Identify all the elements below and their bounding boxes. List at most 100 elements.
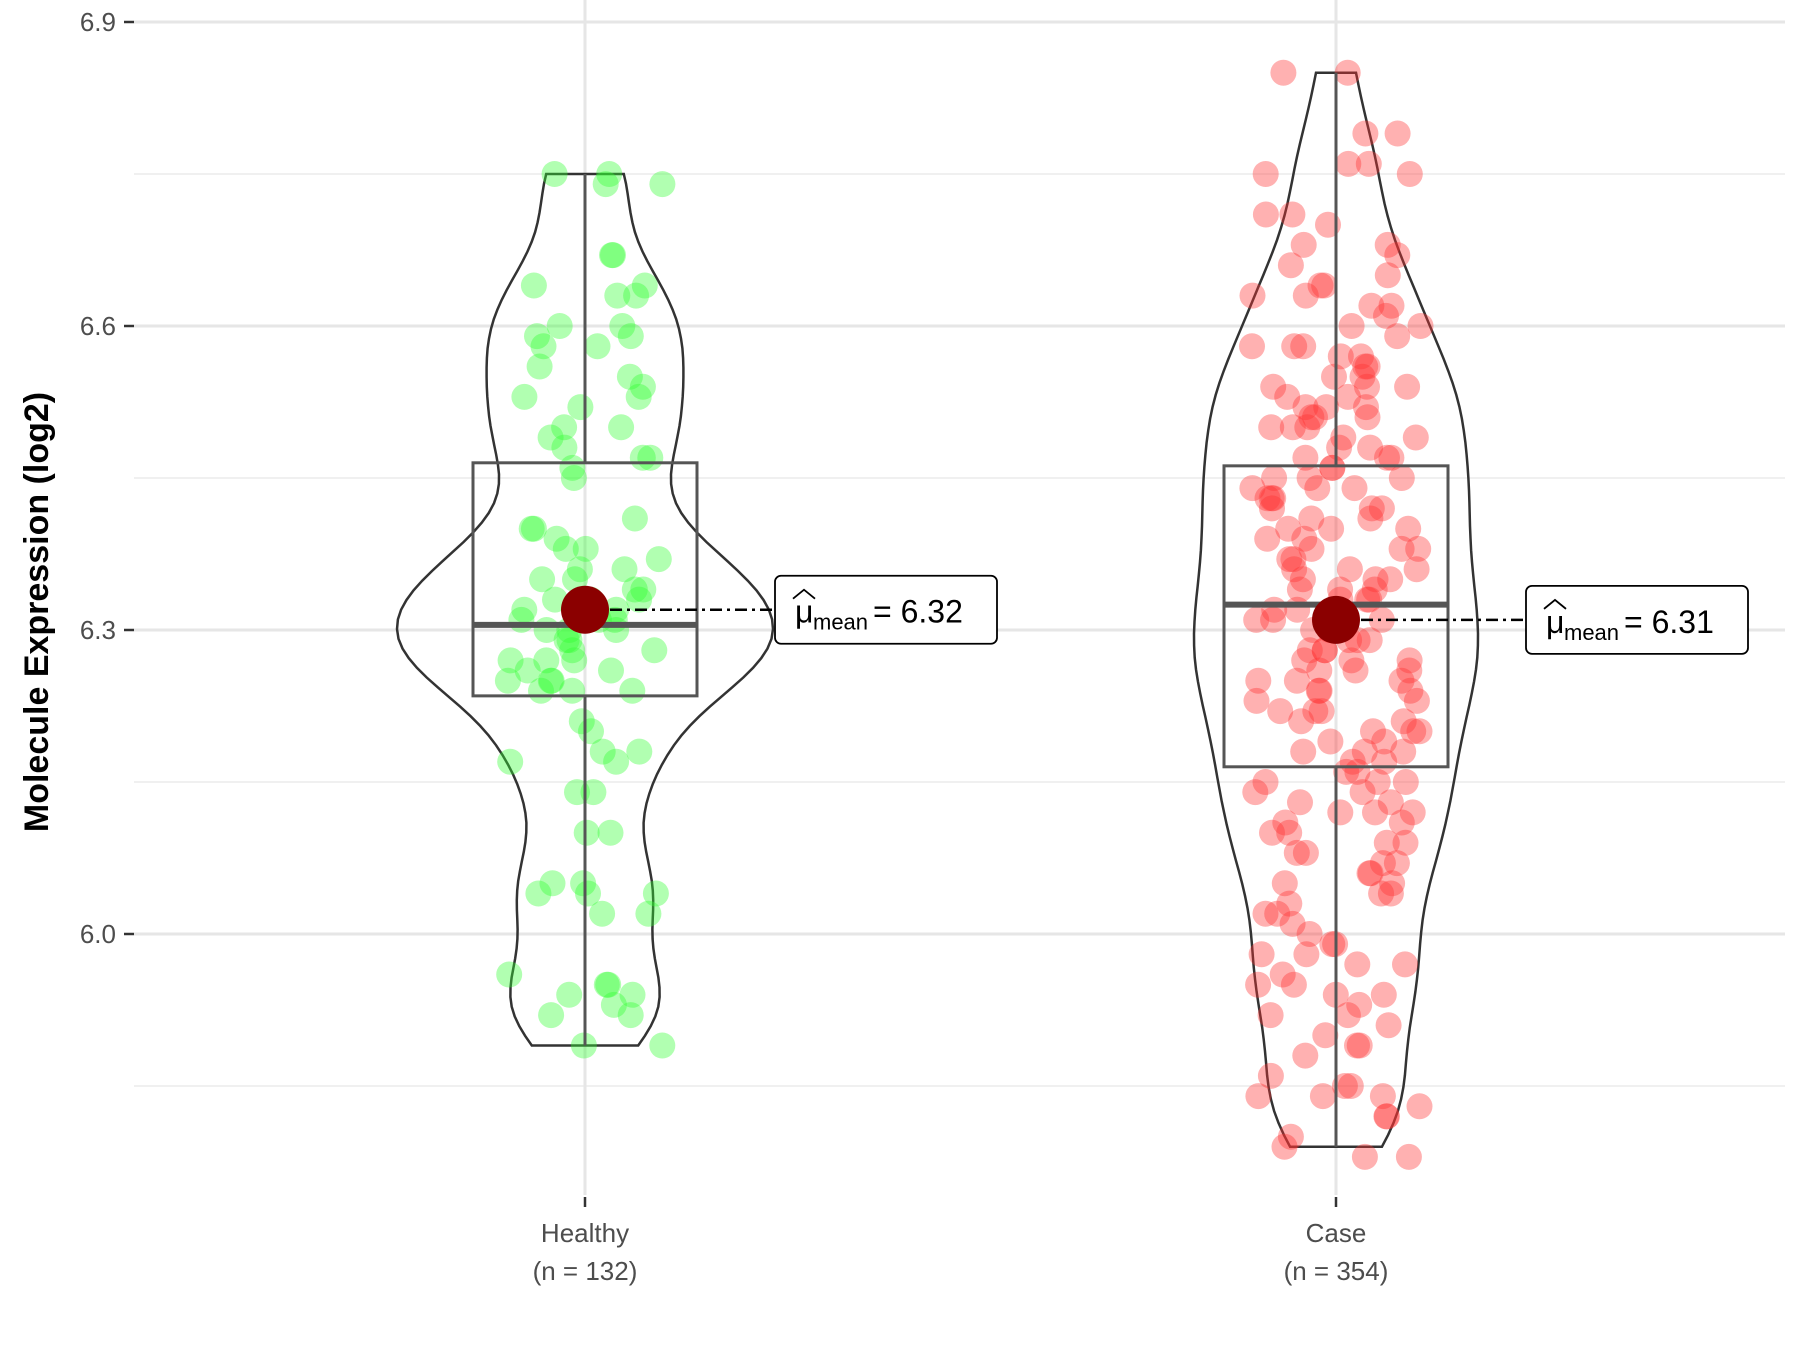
data-point <box>539 870 566 897</box>
data-point <box>1259 495 1285 522</box>
data-point <box>1271 1133 1298 1160</box>
data-point <box>1319 454 1346 481</box>
data-point <box>1269 961 1296 988</box>
data-point <box>1360 718 1386 745</box>
data-point <box>1296 921 1323 947</box>
data-point <box>537 667 564 694</box>
data-point <box>1349 363 1376 390</box>
y-tick-label: 6.6 <box>80 311 116 341</box>
data-point <box>621 505 648 532</box>
data-point <box>1292 394 1319 421</box>
data-point <box>543 525 570 552</box>
data-point <box>1321 363 1347 390</box>
data-point <box>1378 292 1405 319</box>
data-point <box>1291 647 1318 674</box>
data-point <box>621 576 648 603</box>
data-point <box>551 414 578 441</box>
mean-value: = 6.31 <box>1624 604 1714 640</box>
data-point <box>1383 850 1410 877</box>
data-point <box>635 900 662 927</box>
data-point <box>1384 120 1411 147</box>
data-point <box>1373 1103 1400 1130</box>
data-point <box>533 647 560 674</box>
data-point <box>1373 302 1399 329</box>
data-point <box>1307 272 1334 299</box>
data-point <box>1243 687 1270 714</box>
data-point <box>1395 1143 1422 1170</box>
data-point <box>623 282 650 309</box>
data-point <box>597 819 624 846</box>
data-point <box>600 242 626 269</box>
data-point <box>1351 738 1378 765</box>
iqr-box <box>1222 464 1450 769</box>
data-point <box>1308 698 1335 725</box>
data-point <box>1298 505 1325 532</box>
data-point <box>1334 59 1361 86</box>
data-point <box>1373 1103 1400 1130</box>
group-healthy: μ mean = 6.32 <box>395 161 998 1059</box>
data-point <box>1388 465 1415 491</box>
data-point <box>1390 738 1417 765</box>
data-point <box>1254 525 1281 552</box>
data-point <box>1290 333 1317 360</box>
data-point <box>1400 718 1427 745</box>
data-point <box>556 981 583 1008</box>
data-point <box>1242 779 1269 806</box>
data-point <box>1371 728 1398 755</box>
data-point <box>1394 373 1421 400</box>
data-point <box>497 748 524 775</box>
data-point <box>1344 951 1371 978</box>
data-point <box>1370 981 1397 1008</box>
y-tick-label: 6.0 <box>80 919 116 949</box>
data-point <box>1327 343 1354 370</box>
data-point <box>496 961 523 988</box>
data-point <box>1276 890 1303 917</box>
x-tick-sublabel: (n = 354) <box>1284 1256 1389 1286</box>
data-point <box>1377 789 1404 816</box>
data-point <box>1351 1143 1378 1170</box>
data-point <box>1364 769 1391 795</box>
data-point <box>572 535 599 562</box>
data-point <box>524 323 550 350</box>
data-point <box>538 1002 565 1029</box>
data-point <box>1309 1083 1336 1110</box>
data-point <box>1245 667 1272 694</box>
data-point <box>630 576 657 603</box>
data-point <box>518 515 545 542</box>
data-point <box>1260 606 1287 633</box>
data-point <box>1396 161 1423 187</box>
data-point <box>1362 566 1389 593</box>
data-point <box>625 383 652 410</box>
data-point <box>1257 1002 1284 1029</box>
violin-outline <box>1192 71 1480 1149</box>
data-point <box>617 1002 644 1029</box>
data-point <box>1338 313 1365 339</box>
x-axis: Healthy (n = 132) Case (n = 354) <box>533 1197 1389 1286</box>
data-point <box>520 515 547 542</box>
data-point <box>1326 434 1353 461</box>
data-point <box>537 424 564 451</box>
data-point <box>1402 424 1429 451</box>
mean-value: = 6.32 <box>873 594 963 630</box>
data-point <box>1407 313 1434 339</box>
data-point <box>1292 839 1319 866</box>
data-point <box>1239 333 1265 360</box>
data-point <box>1357 505 1384 532</box>
data-point <box>649 1032 676 1059</box>
data-point <box>1388 667 1415 694</box>
data-point <box>494 667 521 694</box>
data-point <box>1354 404 1381 431</box>
data-point <box>1362 799 1388 826</box>
data-point <box>1280 546 1307 573</box>
data-point <box>1346 1032 1373 1059</box>
mean-subscript: mean <box>813 610 868 635</box>
data-point <box>603 617 630 643</box>
data-point <box>1276 546 1303 573</box>
data-point <box>1306 677 1333 704</box>
iqr-box <box>471 461 699 698</box>
data-point <box>559 677 586 704</box>
data-point <box>1317 728 1344 755</box>
data-point <box>1312 1022 1339 1049</box>
mean-point <box>561 585 609 634</box>
data-point <box>1331 1073 1358 1099</box>
